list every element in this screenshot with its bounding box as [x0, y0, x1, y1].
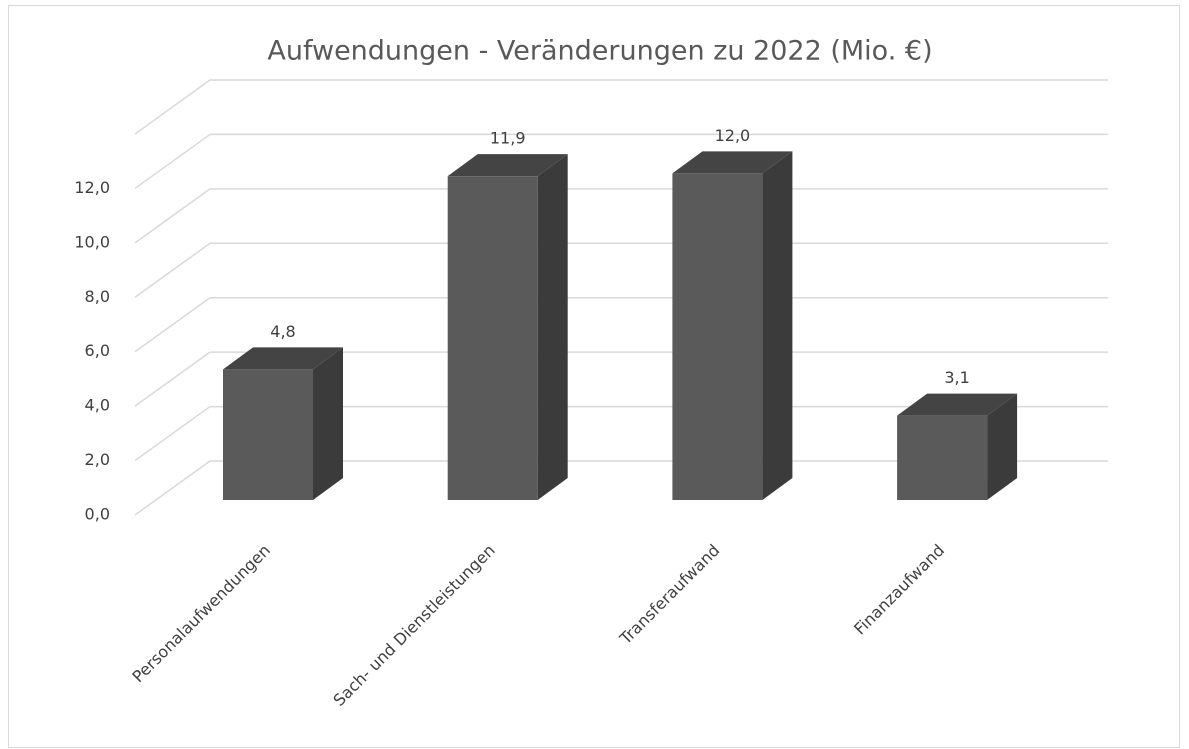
bar-top: [447, 154, 568, 177]
bar: [447, 176, 538, 500]
grid-line: [134, 297, 211, 353]
bar-top: [672, 151, 793, 174]
bar-side: [987, 393, 1018, 500]
y-tick-label: 0,0: [85, 505, 110, 524]
grid-line: [134, 188, 211, 244]
chart-title: Aufwendungen - Veränderungen zu 2022 (Mi…: [267, 36, 932, 67]
grid-line: [134, 79, 211, 135]
y-tick-label: 4,0: [85, 396, 110, 415]
chart-frame: [8, 5, 1180, 748]
bar: [223, 369, 313, 500]
data-label: 11,9: [490, 129, 526, 148]
grid-line: [134, 405, 211, 462]
y-tick-label: 2,0: [85, 450, 110, 469]
grid-line: [134, 133, 211, 190]
y-tick-label: 8,0: [85, 287, 110, 306]
bar-side: [537, 154, 568, 500]
bar: [672, 173, 763, 500]
bar-top: [223, 347, 343, 370]
bar-top: [897, 393, 1018, 416]
grid-line: [134, 460, 211, 516]
grid-line: [134, 351, 211, 407]
y-tick-label: 6,0: [85, 341, 110, 360]
bar-side: [762, 151, 793, 500]
data-label: 3,1: [944, 368, 969, 387]
bar-side: [313, 347, 343, 500]
data-label: 12,0: [715, 126, 751, 145]
y-tick-label: 10,0: [74, 232, 110, 251]
data-label: 4,8: [270, 322, 295, 341]
y-tick-label: 12,0: [74, 178, 110, 197]
grid-line: [134, 242, 211, 298]
bar: [897, 415, 988, 500]
